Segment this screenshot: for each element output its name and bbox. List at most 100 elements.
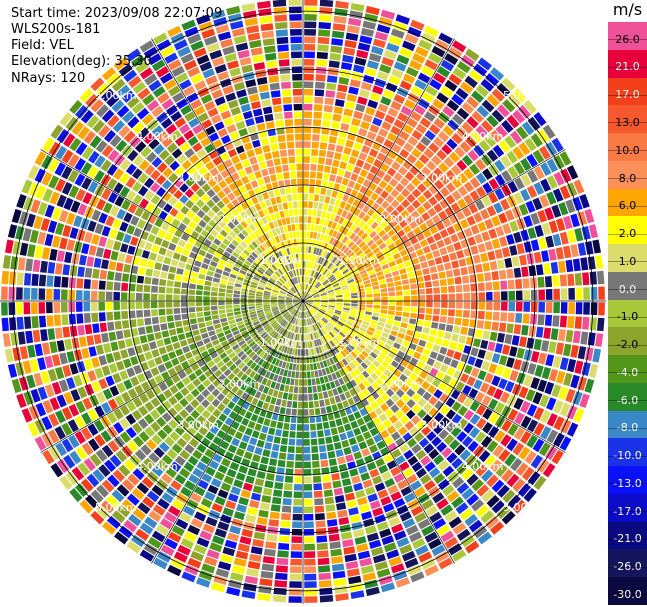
range-gate xyxy=(221,457,231,468)
range-gate xyxy=(345,249,353,256)
range-gate xyxy=(263,294,270,298)
range-gate xyxy=(585,241,594,255)
range-gate xyxy=(527,419,539,433)
range-gate xyxy=(511,206,522,219)
range-gate xyxy=(357,285,364,290)
range-gate xyxy=(272,288,280,292)
range-gate xyxy=(259,578,273,587)
range-gate xyxy=(295,371,299,379)
range-gate xyxy=(515,462,529,476)
range-gate xyxy=(334,8,348,17)
range-gate xyxy=(183,59,197,71)
range-gate xyxy=(30,388,41,403)
range-gate xyxy=(198,219,207,229)
range-gate xyxy=(71,253,80,265)
range-gate xyxy=(322,360,328,368)
range-gate xyxy=(444,206,454,217)
range-gate xyxy=(134,384,144,396)
range-gate xyxy=(293,208,299,216)
range-gate xyxy=(202,214,211,223)
range-gate xyxy=(372,234,381,242)
range-gate xyxy=(127,347,136,357)
range-gate xyxy=(309,287,315,293)
range-gate xyxy=(264,344,270,352)
range-gate xyxy=(75,188,86,202)
range-gate xyxy=(337,262,344,269)
range-gate xyxy=(372,348,381,355)
range-gate xyxy=(376,325,384,331)
range-gate xyxy=(506,394,517,407)
range-gate xyxy=(345,323,352,329)
range-gate xyxy=(462,384,472,396)
range-gate xyxy=(461,488,475,500)
range-gate xyxy=(481,195,492,207)
range-gate xyxy=(438,271,446,279)
range-gate xyxy=(428,396,438,406)
range-gate xyxy=(95,140,108,153)
range-gate xyxy=(266,533,278,542)
range-gate xyxy=(246,25,260,34)
range-gate xyxy=(218,305,225,310)
range-gate xyxy=(333,326,340,333)
range-gate xyxy=(245,118,255,127)
range-gate xyxy=(333,15,347,24)
range-gate xyxy=(161,454,173,466)
range-gate xyxy=(328,245,334,253)
range-gate xyxy=(169,207,179,217)
range-gate xyxy=(294,126,303,133)
range-gate xyxy=(488,192,499,204)
range-gate xyxy=(484,351,494,362)
range-gate xyxy=(309,309,314,316)
range-gate xyxy=(303,253,306,261)
range-gate xyxy=(206,270,215,277)
range-gate xyxy=(50,463,64,478)
range-gate xyxy=(338,216,345,225)
range-gate xyxy=(254,356,262,364)
range-gate xyxy=(295,141,303,148)
range-gate xyxy=(520,400,531,414)
range-gate xyxy=(523,488,537,503)
range-gate xyxy=(295,310,299,317)
range-gate xyxy=(323,260,329,267)
range-gate xyxy=(410,312,418,319)
range-gate xyxy=(540,178,551,192)
range-gate xyxy=(144,401,155,412)
range-gate xyxy=(326,244,332,252)
range-gate xyxy=(316,542,328,551)
range-gate xyxy=(284,354,289,362)
range-gate xyxy=(283,490,293,498)
range-gate xyxy=(257,311,264,316)
range-gate xyxy=(428,52,442,64)
range-gate xyxy=(287,149,295,156)
range-gate xyxy=(332,23,346,32)
range-gate xyxy=(176,327,184,334)
range-gate xyxy=(421,425,432,436)
range-gate xyxy=(249,93,260,103)
range-gate xyxy=(74,173,86,187)
range-gate xyxy=(364,358,372,366)
range-gate xyxy=(330,166,338,175)
range-gate xyxy=(49,397,60,411)
range-gate xyxy=(313,302,321,304)
range-gate xyxy=(273,253,279,261)
range-gate xyxy=(367,326,376,333)
range-gate xyxy=(146,260,155,269)
range-gate xyxy=(30,199,41,214)
range-gate xyxy=(281,505,292,513)
range-gate xyxy=(73,374,83,387)
range-gate xyxy=(249,311,257,315)
range-gate xyxy=(448,73,462,86)
range-gate xyxy=(172,252,181,260)
range-gate xyxy=(537,379,548,393)
range-gate xyxy=(256,439,265,448)
range-gate xyxy=(304,0,318,6)
range-gate xyxy=(461,318,470,327)
range-gate xyxy=(316,264,321,272)
range-gate xyxy=(333,578,347,587)
azimuth-spoke xyxy=(151,300,304,564)
range-gate xyxy=(298,268,301,276)
range-gate xyxy=(96,198,106,211)
range-gate xyxy=(113,408,124,420)
range-gate xyxy=(165,467,177,479)
range-gate xyxy=(77,203,88,216)
